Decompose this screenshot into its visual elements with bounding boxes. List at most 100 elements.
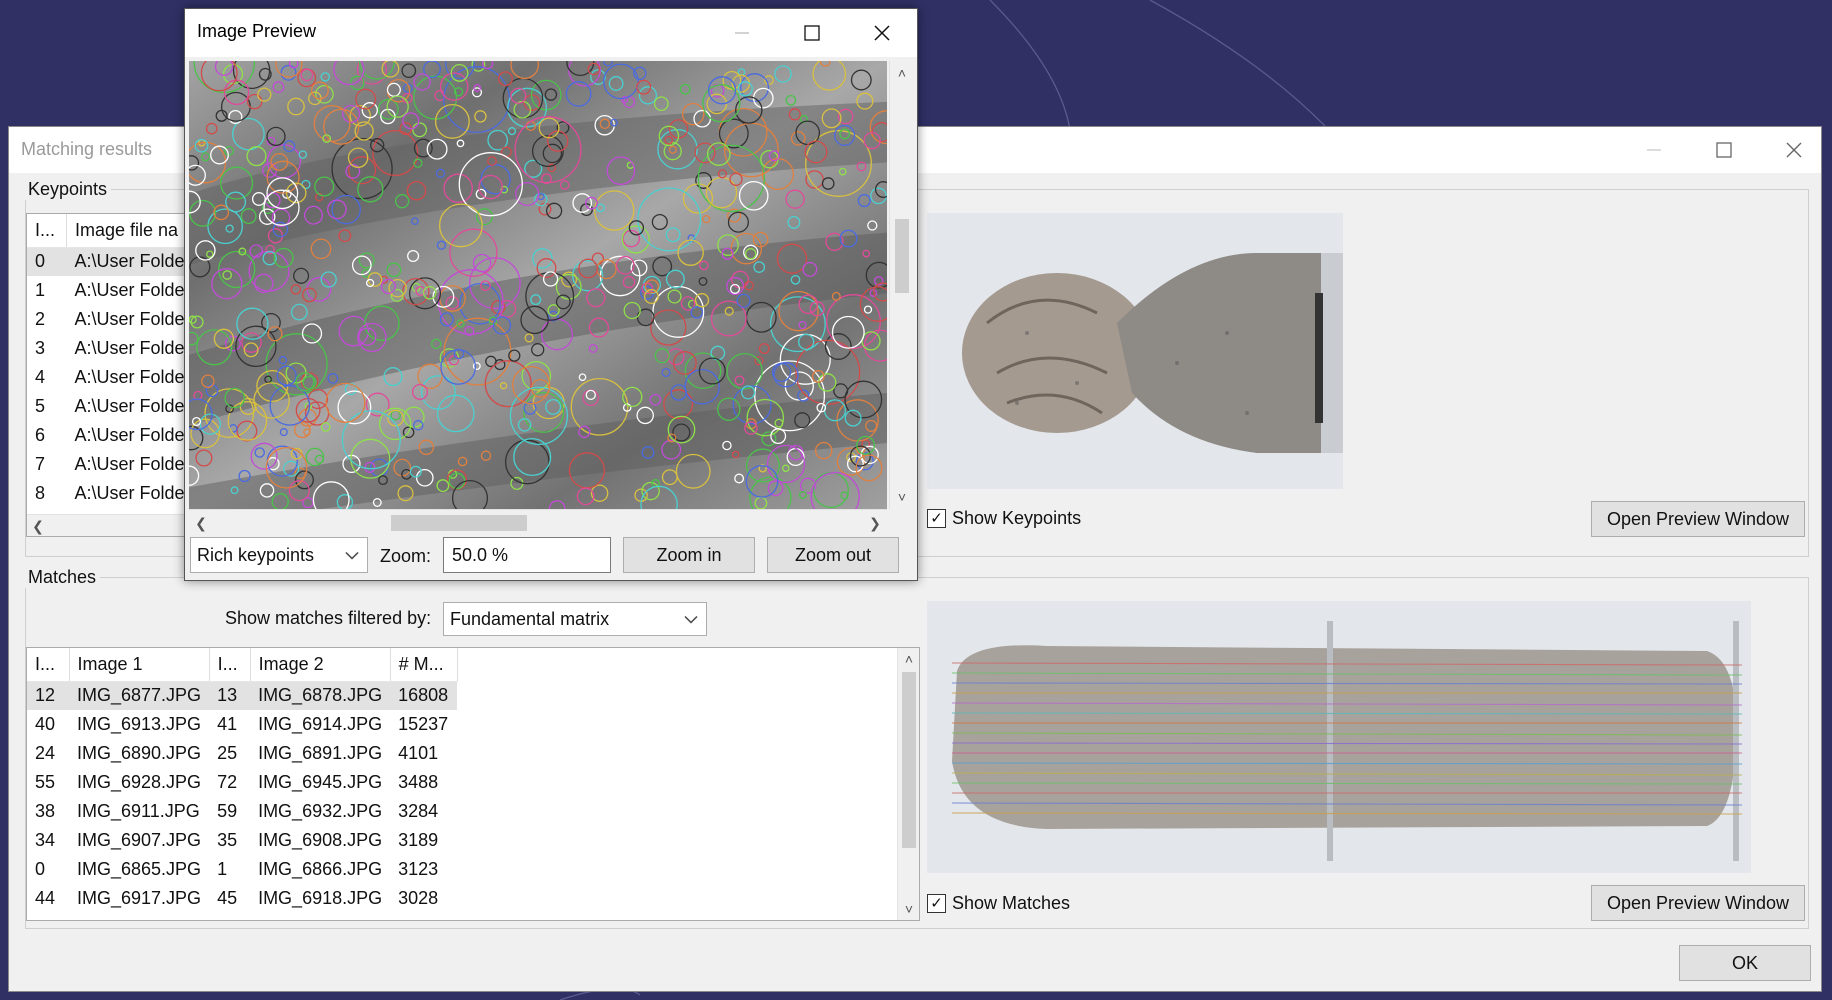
keypoint-marker (509, 386, 569, 446)
keypoint-marker (654, 348, 670, 364)
chevron-up-icon[interactable]: ˄ (904, 651, 914, 667)
keypoint-marker (370, 138, 385, 153)
table-row[interactable]: 55 IMG_6928.JPG 72 IMG_6945.JPG 3488 (27, 768, 457, 797)
table-row[interactable]: 0 A:\User Folde (27, 247, 193, 276)
table-row[interactable]: 6 A:\User Folde (27, 421, 193, 450)
ok-button[interactable]: OK (1679, 945, 1811, 981)
keypoint-marker (345, 163, 361, 179)
keypoint-marker (859, 286, 887, 322)
keypoint-marker (706, 93, 728, 115)
table-row[interactable]: 7 A:\User Folde (27, 450, 193, 479)
chevron-left-icon[interactable]: ❮ (32, 517, 44, 534)
scrollbar-thumb[interactable] (895, 219, 909, 293)
chevron-right-icon[interactable]: ❯ (869, 514, 881, 531)
keypoint-marker (372, 129, 419, 177)
column-header-index-2[interactable]: I... (209, 648, 251, 682)
column-header-image-2[interactable]: Image 2 (250, 648, 391, 682)
keypoint-marker (356, 61, 387, 85)
table-row[interactable]: 44 IMG_6917.JPG 45 IMG_6918.JPG 3028 (27, 884, 457, 913)
keypoint-marker (413, 75, 458, 120)
zoom-in-button[interactable]: Zoom in (623, 537, 755, 573)
close-icon[interactable] (847, 9, 917, 57)
table-row[interactable]: 3 A:\User Folde (27, 334, 193, 363)
table-row[interactable]: 0 IMG_6865.JPG 1 IMG_6866.JPG 3123 (27, 855, 457, 884)
column-header-image-1[interactable]: Image 1 (69, 648, 210, 682)
keypoint-marker (361, 268, 371, 278)
scrollbar-thumb[interactable] (902, 672, 916, 848)
preview-titlebar[interactable]: Image Preview (185, 9, 917, 57)
keypoint-mode-dropdown[interactable]: Rich keypoints (190, 537, 368, 573)
table-row[interactable]: 8 A:\User Folde (27, 479, 193, 508)
keypoint-marker (865, 261, 887, 289)
keypoint-marker (744, 421, 758, 435)
open-matches-preview-button[interactable]: Open Preview Window (1591, 885, 1805, 921)
keypoint-marker (302, 496, 314, 509)
maximize-icon[interactable] (1689, 127, 1759, 173)
keypoint-marker (265, 244, 275, 255)
keypoints-list-hscrollbar[interactable]: ❮ (27, 514, 193, 536)
zoom-out-button[interactable]: Zoom out (767, 537, 899, 573)
show-keypoints-checkbox[interactable]: ✓ Show Keypoints (927, 508, 1081, 529)
keypoint-marker (707, 76, 737, 105)
keypoint-marker (189, 141, 227, 184)
minimize-icon[interactable] (707, 9, 777, 57)
keypoints-image-view[interactable] (189, 61, 887, 509)
column-header-image-file[interactable]: Image file na (66, 214, 193, 248)
keypoint-marker (586, 288, 606, 308)
matches-filter-dropdown[interactable]: Fundamental matrix (443, 602, 707, 636)
keypoints-list[interactable]: I... Image file na 0 A:\User Folde 1 A:\Us… (26, 213, 194, 537)
keypoint-marker (434, 103, 470, 139)
preview-vscrollbar[interactable]: ˄ ˅ (889, 61, 913, 509)
keypoint-marker (664, 135, 674, 145)
keypoint-marker (547, 304, 560, 317)
chevron-left-icon[interactable]: ❮ (195, 514, 207, 531)
keypoint-marker (672, 423, 691, 442)
zoom-input[interactable]: 50.0 % (443, 537, 611, 573)
keypoint-marker (541, 173, 552, 185)
keypoint-marker (507, 87, 548, 128)
keypoint-marker (570, 377, 629, 436)
keypoint-marker (732, 385, 772, 425)
chevron-up-icon[interactable]: ˄ (897, 65, 907, 81)
maximize-icon[interactable] (777, 9, 847, 57)
column-header-index[interactable]: I... (27, 214, 67, 248)
table-row[interactable]: 34 IMG_6907.JPG 35 IMG_6908.JPG 3189 (27, 826, 457, 855)
keypoint-marker (727, 208, 742, 223)
table-row[interactable]: 24 IMG_6890.JPG 25 IMG_6891.JPG 4101 (27, 739, 457, 768)
keypoint-marker (572, 193, 593, 213)
table-row[interactable]: 2 A:\User Folde (27, 305, 193, 334)
table-row[interactable]: 12 IMG_6877.JPG 13 IMG_6878.JPG 16808 (27, 681, 458, 710)
cell: 25 (217, 743, 238, 763)
table-row[interactable]: 4 A:\User Folde (27, 363, 193, 392)
keypoint-marker (280, 64, 297, 81)
open-keypoints-preview-button[interactable]: Open Preview Window (1591, 501, 1805, 537)
matches-table[interactable]: I... Image 1 I... Image 2 # M... 12 IMG_6… (26, 647, 920, 921)
keypoint-marker (754, 360, 826, 432)
checkmark-icon[interactable]: ✓ (927, 894, 946, 913)
keypoint-marker (266, 177, 299, 210)
preview-hscrollbar[interactable]: ❮ ❯ (189, 509, 887, 535)
column-header-index-1[interactable]: I... (27, 648, 70, 682)
table-row[interactable]: 1 A:\User Folde (27, 276, 193, 305)
chevron-down-icon[interactable]: ˅ (904, 901, 914, 917)
matches-table-vscrollbar[interactable]: ˄ ˅ (897, 648, 919, 920)
keypoint-marker (821, 108, 842, 129)
minimize-icon[interactable] (1619, 127, 1689, 173)
show-matches-checkbox[interactable]: ✓ Show Matches (927, 893, 1070, 914)
keypoint-marker (769, 296, 826, 353)
scrollbar-thumb[interactable] (391, 515, 527, 531)
table-row[interactable]: 5 A:\User Folde (27, 392, 193, 421)
table-row[interactable]: 40 IMG_6913.JPG 41 IMG_6914.JPG 15237 (27, 710, 457, 739)
keypoint-marker (327, 373, 339, 384)
keypoint-marker (306, 277, 332, 302)
keypoint-marker (211, 268, 243, 300)
checkmark-icon[interactable]: ✓ (927, 509, 946, 528)
keypoint-marker (320, 422, 331, 432)
keypoint-marker (315, 84, 334, 104)
chevron-down-icon[interactable]: ˅ (897, 489, 907, 505)
column-header-match-count[interactable]: # M... (390, 648, 458, 682)
keypoint-marker (314, 176, 335, 197)
close-icon[interactable] (1759, 127, 1829, 173)
keypoint-marker (246, 146, 267, 167)
table-row[interactable]: 38 IMG_6911.JPG 59 IMG_6932.JPG 3284 (27, 797, 457, 826)
